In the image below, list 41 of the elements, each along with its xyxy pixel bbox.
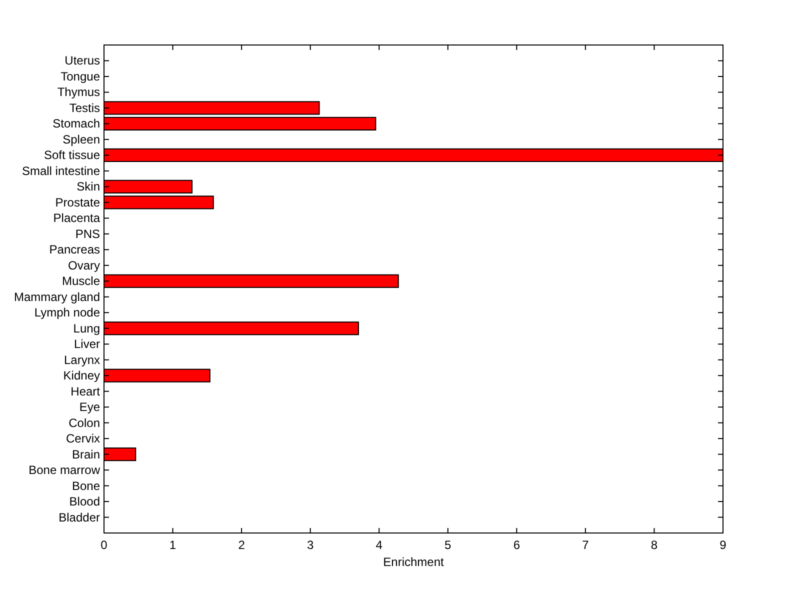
y-tick-label: Small intestine bbox=[22, 164, 100, 178]
x-tick-label: 0 bbox=[100, 538, 108, 552]
x-tick-label: 6 bbox=[513, 538, 520, 552]
x-tick-label: 7 bbox=[582, 538, 590, 552]
y-tick-label: Prostate bbox=[55, 195, 100, 210]
y-tick-label: Cervix bbox=[66, 432, 100, 446]
y-tick-label: Spleen bbox=[62, 132, 100, 146]
y-tick-label: Ovary bbox=[68, 258, 100, 272]
y-tick-label: Liver bbox=[74, 337, 100, 352]
x-tick-label: 8 bbox=[650, 538, 658, 552]
y-tick-label: Kidney bbox=[63, 368, 100, 383]
x-tick-label: 2 bbox=[238, 538, 246, 552]
y-tick-label: Heart bbox=[70, 384, 101, 398]
y-tick-label: Blood bbox=[69, 494, 100, 509]
y-tick-label: Skin bbox=[76, 180, 100, 194]
y-tick-label: PNS bbox=[75, 226, 100, 241]
y-tick-label: Larynx bbox=[64, 352, 100, 367]
y-tick-label: Placenta bbox=[53, 211, 100, 226]
y-tick-label: Muscle bbox=[62, 274, 100, 288]
y-tick-label: Bladder bbox=[58, 510, 100, 524]
y-tick-label: Stomach bbox=[52, 116, 100, 131]
y-tick-label: Uterus bbox=[64, 54, 100, 68]
y-tick-label: Bone bbox=[72, 478, 100, 493]
x-tick-label: 3 bbox=[306, 538, 314, 552]
x-tick-label: 5 bbox=[444, 538, 452, 552]
y-tick-label: Thymus bbox=[57, 85, 100, 100]
y-tick-label: Lymph node bbox=[34, 306, 100, 320]
y-tick-label: Lung bbox=[73, 321, 100, 336]
y-tick-label: Mammary gland bbox=[14, 290, 100, 304]
y-tick-label: Eye bbox=[79, 400, 100, 414]
x-tick-label: 1 bbox=[169, 538, 176, 552]
y-tick-label: Brain bbox=[72, 447, 100, 462]
y-tick-label: Soft tissue bbox=[44, 148, 100, 162]
y-tick-label: Colon bbox=[68, 416, 100, 430]
x-tick-label: 9 bbox=[720, 538, 727, 552]
x-axis-title: Enrichment bbox=[383, 555, 445, 569]
y-tick-label: Bone marrow bbox=[28, 463, 100, 478]
x-tick-label: 4 bbox=[376, 538, 383, 552]
y-tick-label: Pancreas bbox=[49, 242, 100, 257]
y-tick-label: Tongue bbox=[60, 69, 100, 84]
y-tick-label: Testis bbox=[69, 100, 100, 115]
